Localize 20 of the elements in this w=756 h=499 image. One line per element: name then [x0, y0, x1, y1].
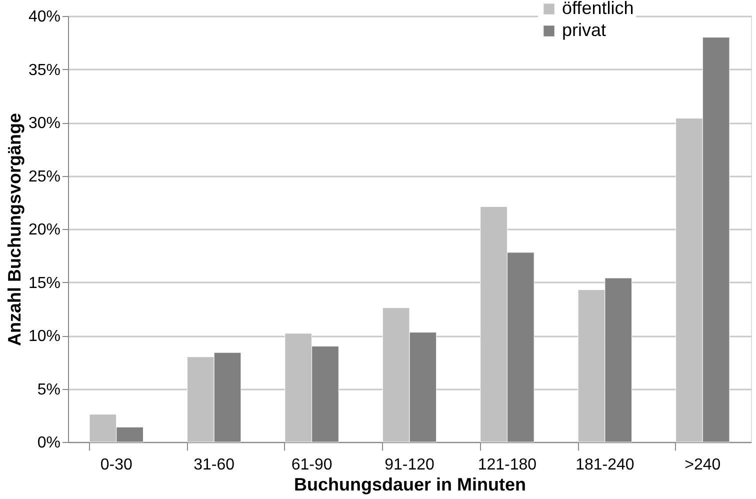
y-tick-label: 35% — [28, 62, 60, 79]
legend-label: öffentlich — [562, 0, 634, 18]
y-tick-label: 40% — [28, 8, 60, 26]
y-tick-label: 20% — [28, 222, 60, 238]
x-tick-label: >240 — [684, 456, 721, 474]
y-tick-label: 5% — [37, 381, 60, 398]
y-tick-label: 25% — [28, 168, 60, 186]
y-tick-label: 15% — [28, 274, 60, 292]
x-tick-label: 121-180 — [478, 456, 537, 474]
y-tick-label: 0% — [37, 434, 60, 452]
x-tick-label: 61-90 — [291, 456, 332, 474]
x-axis-title: Buchungsdauer in Minuten — [294, 474, 526, 494]
y-tick-label: 10% — [28, 328, 60, 345]
y-axis-title: Anzahl Buchungsvorgänge — [4, 112, 24, 346]
x-tick-label: 91-120 — [384, 456, 435, 474]
x-tick-label: 181-240 — [576, 456, 634, 474]
legend-label: privat — [562, 20, 606, 40]
x-tick-label: 0-30 — [100, 456, 132, 474]
y-tick-label: 30% — [28, 115, 60, 132]
x-tick-label: 31-60 — [194, 456, 235, 474]
